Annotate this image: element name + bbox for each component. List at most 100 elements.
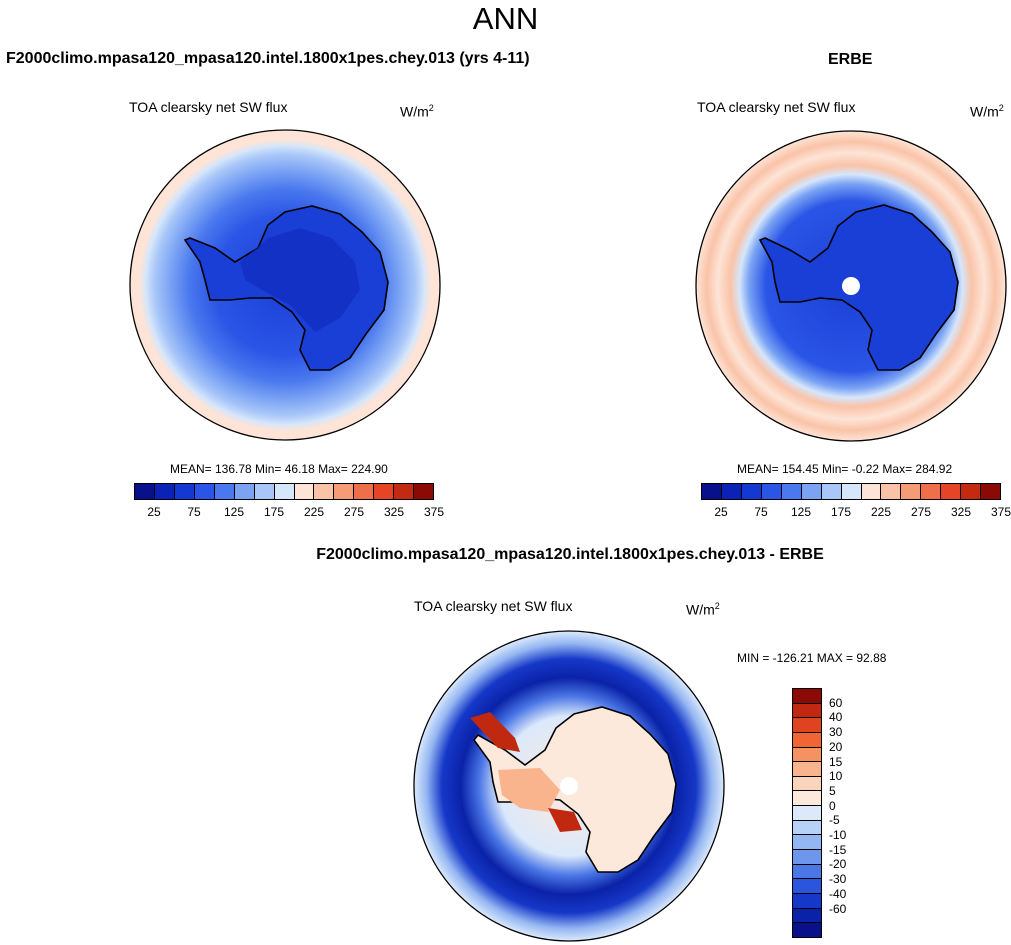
colorbar-tick-label: 125 — [223, 505, 245, 519]
colorbar-swatch — [135, 484, 155, 499]
colorbar-swatch — [274, 484, 295, 499]
colorbar-tick-label: 25 — [714, 505, 728, 519]
diff-colorbar-tick-label: -60 — [829, 901, 847, 916]
colorbar-swatch — [354, 484, 375, 499]
diff-colorbar-tick-label: -15 — [829, 842, 847, 857]
colorbar-swatch — [941, 484, 962, 499]
diff-colorbar-tick-label: 20 — [829, 739, 843, 754]
left-units-label: W/m2 — [400, 103, 434, 120]
colorbar-tick-label: 325 — [383, 505, 405, 519]
diff-colorbar-swatch — [793, 747, 821, 763]
colorbar-tick-label: 75 — [754, 505, 768, 519]
colorbar-swatch — [961, 484, 982, 499]
diff-colorbar-tick-label: 0 — [829, 798, 836, 813]
diff-colorbar-swatch — [793, 689, 821, 704]
colorbar-swatch — [721, 484, 742, 499]
diff-colorbar-tick-label: 40 — [829, 710, 843, 725]
colorbar-swatch — [294, 484, 315, 499]
diff-colorbar-swatch — [793, 732, 821, 748]
colorbar-swatch — [781, 484, 802, 499]
colorbar-tick-label: 325 — [950, 505, 972, 519]
diff-units-label: W/m2 — [686, 601, 720, 618]
colorbar-swatch — [821, 484, 842, 499]
diff-colorbar-tick-label: 30 — [829, 725, 843, 740]
colorbar-swatch — [394, 484, 415, 499]
left-colorbar-labels: 25 75 125 175 225 275 325 375 — [134, 505, 444, 519]
right-case-title: ERBE — [828, 51, 873, 68]
diff-colorbar-tick-label: -30 — [829, 872, 847, 887]
diff-colorbar-swatch — [793, 791, 821, 807]
diff-colorbar-tick-label: 10 — [829, 769, 843, 784]
colorbar-swatch — [981, 484, 1001, 499]
colorbar-swatch — [702, 484, 722, 499]
diff-colorbar — [792, 688, 822, 938]
colorbar-swatch — [841, 484, 862, 499]
colorbar-swatch — [861, 484, 882, 499]
colorbar-swatch — [761, 484, 782, 499]
colorbar-swatch — [741, 484, 762, 499]
diff-colorbar-swatch — [793, 923, 821, 937]
colorbar-swatch — [194, 484, 215, 499]
main-title: ANN — [472, 1, 539, 36]
diff-colorbar-swatch — [793, 806, 821, 821]
colorbar-tick-label: 175 — [263, 505, 285, 519]
diff-colorbar-swatch — [793, 864, 821, 880]
colorbar-tick-label: 375 — [990, 505, 1011, 519]
colorbar-tick-label: 125 — [790, 505, 812, 519]
diff-colorbar-tick-label: -5 — [829, 813, 840, 828]
diff-case-title: F2000climo.mpasa120_mpasa120.intel.1800x… — [316, 546, 824, 563]
colorbar-swatch — [921, 484, 942, 499]
colorbar-swatch — [414, 484, 434, 499]
diff-variable-label: TOA clearsky net SW flux — [414, 598, 573, 614]
diff-colorbar-tick-label: 5 — [829, 783, 836, 798]
colorbar-swatch — [334, 484, 355, 499]
diff-colorbar-tick-label: -10 — [829, 828, 847, 843]
colorbar-tick-label: 375 — [423, 505, 445, 519]
colorbar-swatch — [154, 484, 175, 499]
colorbar-swatch — [881, 484, 902, 499]
diff-colorbar-swatch — [793, 908, 821, 924]
diff-colorbar-swatch — [793, 879, 821, 894]
left-colorbar — [134, 483, 434, 500]
right-stats: MEAN= 154.45 Min= -0.22 Max= 284.92 — [737, 462, 953, 476]
left-variable-label: TOA clearsky net SW flux — [129, 99, 288, 115]
colorbar-swatch — [234, 484, 255, 499]
diff-colorbar-tick-label: 15 — [829, 754, 843, 769]
diff-colorbar-swatch — [793, 850, 821, 865]
diff-colorbar-swatch — [793, 703, 821, 719]
right-variable-label: TOA clearsky net SW flux — [697, 99, 856, 115]
colorbar-tick-label: 275 — [910, 505, 932, 519]
diff-colorbar-swatch — [793, 718, 821, 733]
colorbar-tick-label: 275 — [343, 505, 365, 519]
diff-colorbar-labels: 60 40 30 20 15 10 5 0 -5 -10 -15 -20 -30 -40 -60 — [829, 688, 869, 938]
colorbar-tick-label: 25 — [147, 505, 161, 519]
colorbar-tick-label: 225 — [303, 505, 325, 519]
diff-stats: MIN = -126.21 MAX = 92.88 — [737, 651, 887, 665]
colorbar-swatch — [314, 484, 335, 499]
diff-colorbar-swatch — [793, 776, 821, 792]
diff-colorbar-swatch — [793, 820, 821, 836]
colorbar-swatch — [254, 484, 275, 499]
left-stats: MEAN= 136.78 Min= 46.18 Max= 224.90 — [170, 462, 388, 476]
right-colorbar-labels: 25 75 125 175 225 275 325 375 — [701, 505, 1011, 519]
right-units-label: W/m2 — [970, 103, 1004, 120]
diff-colorbar-tick-label: 60 — [829, 695, 843, 710]
colorbar-tick-label: 175 — [830, 505, 852, 519]
diff-colorbar-tick-label: -20 — [829, 857, 847, 872]
colorbar-swatch — [374, 484, 395, 499]
colorbar-tick-label: 225 — [870, 505, 892, 519]
colorbar-swatch — [801, 484, 822, 499]
diff-colorbar-tick-label: -40 — [829, 886, 847, 901]
diff-colorbar-swatch — [793, 835, 821, 851]
colorbar-tick-label: 75 — [187, 505, 201, 519]
colorbar-swatch — [174, 484, 195, 499]
right-colorbar — [701, 483, 1001, 500]
left-case-title: F2000climo.mpasa120_mpasa120.intel.1800x… — [6, 50, 530, 67]
diff-colorbar-swatch — [793, 893, 821, 909]
diff-colorbar-swatch — [793, 762, 821, 777]
colorbar-swatch — [901, 484, 922, 499]
colorbar-swatch — [214, 484, 235, 499]
